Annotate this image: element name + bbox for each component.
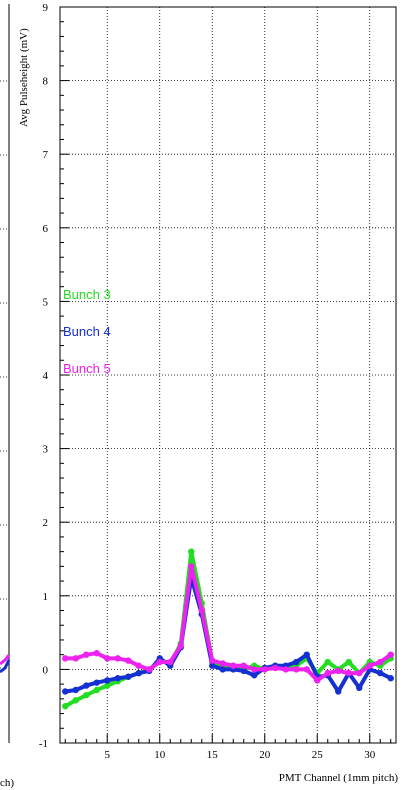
data-point [293,666,300,673]
data-point [261,666,268,673]
data-point [156,658,163,666]
data-point [209,657,216,664]
data-point [62,703,69,710]
data-point [188,548,195,555]
data-point [251,666,258,673]
series-layer [62,548,394,710]
data-point [114,655,121,662]
y-tick-label: 8 [43,76,49,88]
data-point [387,651,394,658]
data-point [293,658,300,666]
legend-entry: Bunch 5 [63,361,111,376]
x-tick-label: 15 [207,749,219,761]
legend: Bunch 3 Bunch 4 Bunch 5 [63,287,111,376]
series-2 [62,574,394,695]
data-point [188,563,195,570]
legend-entry: Bunch 3 [63,287,111,302]
data-point [335,688,342,695]
data-point [83,682,90,689]
data-point [219,660,226,667]
data-point [366,662,373,669]
data-point [377,669,384,677]
data-point [240,667,247,675]
y-tick-label: 0 [43,664,49,676]
series-line [63,564,393,683]
data-point [251,672,258,679]
data-point [219,666,226,673]
data-point [135,669,142,677]
data-point [345,658,352,666]
data-point [356,669,363,677]
data-point [72,686,79,694]
data-point [62,688,69,695]
data-point [83,651,90,658]
x-axis-title: PMT Channel (1mm pitch) [279,772,399,784]
data-point [335,667,342,675]
y-tick-label: 2 [43,517,49,529]
data-point [62,655,69,662]
data-point [314,677,321,684]
data-point [83,691,90,699]
data-point [104,655,111,662]
data-point [377,658,384,666]
data-point [324,658,331,666]
y-tick-label: 6 [43,223,49,235]
data-point [303,666,310,673]
data-point [93,686,100,694]
data-point [356,684,363,691]
data-point [177,642,184,650]
data-point [282,666,289,673]
left-panel-fragment: ch) [0,4,14,789]
data-point [272,664,279,672]
y-tick-label: 7 [43,149,49,161]
y-tick-label: 4 [43,370,49,382]
data-point [146,666,153,673]
x-tick-label: 10 [154,749,166,761]
x-tick-label: 25 [312,749,324,761]
left-panel-data-stub [0,659,11,674]
data-point [72,697,79,704]
y-tick-label: -1 [39,738,48,750]
data-point [135,662,142,669]
data-point [198,607,205,614]
y-tick-label: 1 [43,591,49,603]
data-point [93,679,100,686]
data-point [209,662,216,669]
tick-labels: 5 10 15 20 25 30 -1 0 1 2 3 4 5 6 7 8 9 [39,2,376,761]
data-point [303,651,310,658]
data-point [324,669,331,677]
data-point [104,677,111,684]
series-3 [62,563,394,684]
data-point [72,655,79,662]
data-point [167,658,174,666]
x-tick-label: 20 [259,749,271,761]
left-panel-data-stub [0,654,11,666]
x-tick-label: 5 [105,749,111,761]
y-tick-label: 9 [43,2,49,14]
data-point [387,675,394,682]
left-panel-xlabel-fragment: ch) [0,777,14,789]
data-point [93,650,100,657]
data-point [114,675,121,682]
y-tick-label: 3 [43,444,49,456]
legend-entry: Bunch 4 [63,324,111,339]
x-tick-label: 30 [364,749,376,761]
y-tick-label: 5 [43,296,49,308]
series-line [63,575,393,694]
data-point [125,657,132,664]
data-point [125,673,132,680]
data-point [240,662,247,669]
data-point [230,662,237,669]
y-axis-title: Avg Pulseheight (mV) [18,28,30,127]
axes [59,6,397,744]
data-point [104,682,111,689]
data-point [345,669,352,677]
